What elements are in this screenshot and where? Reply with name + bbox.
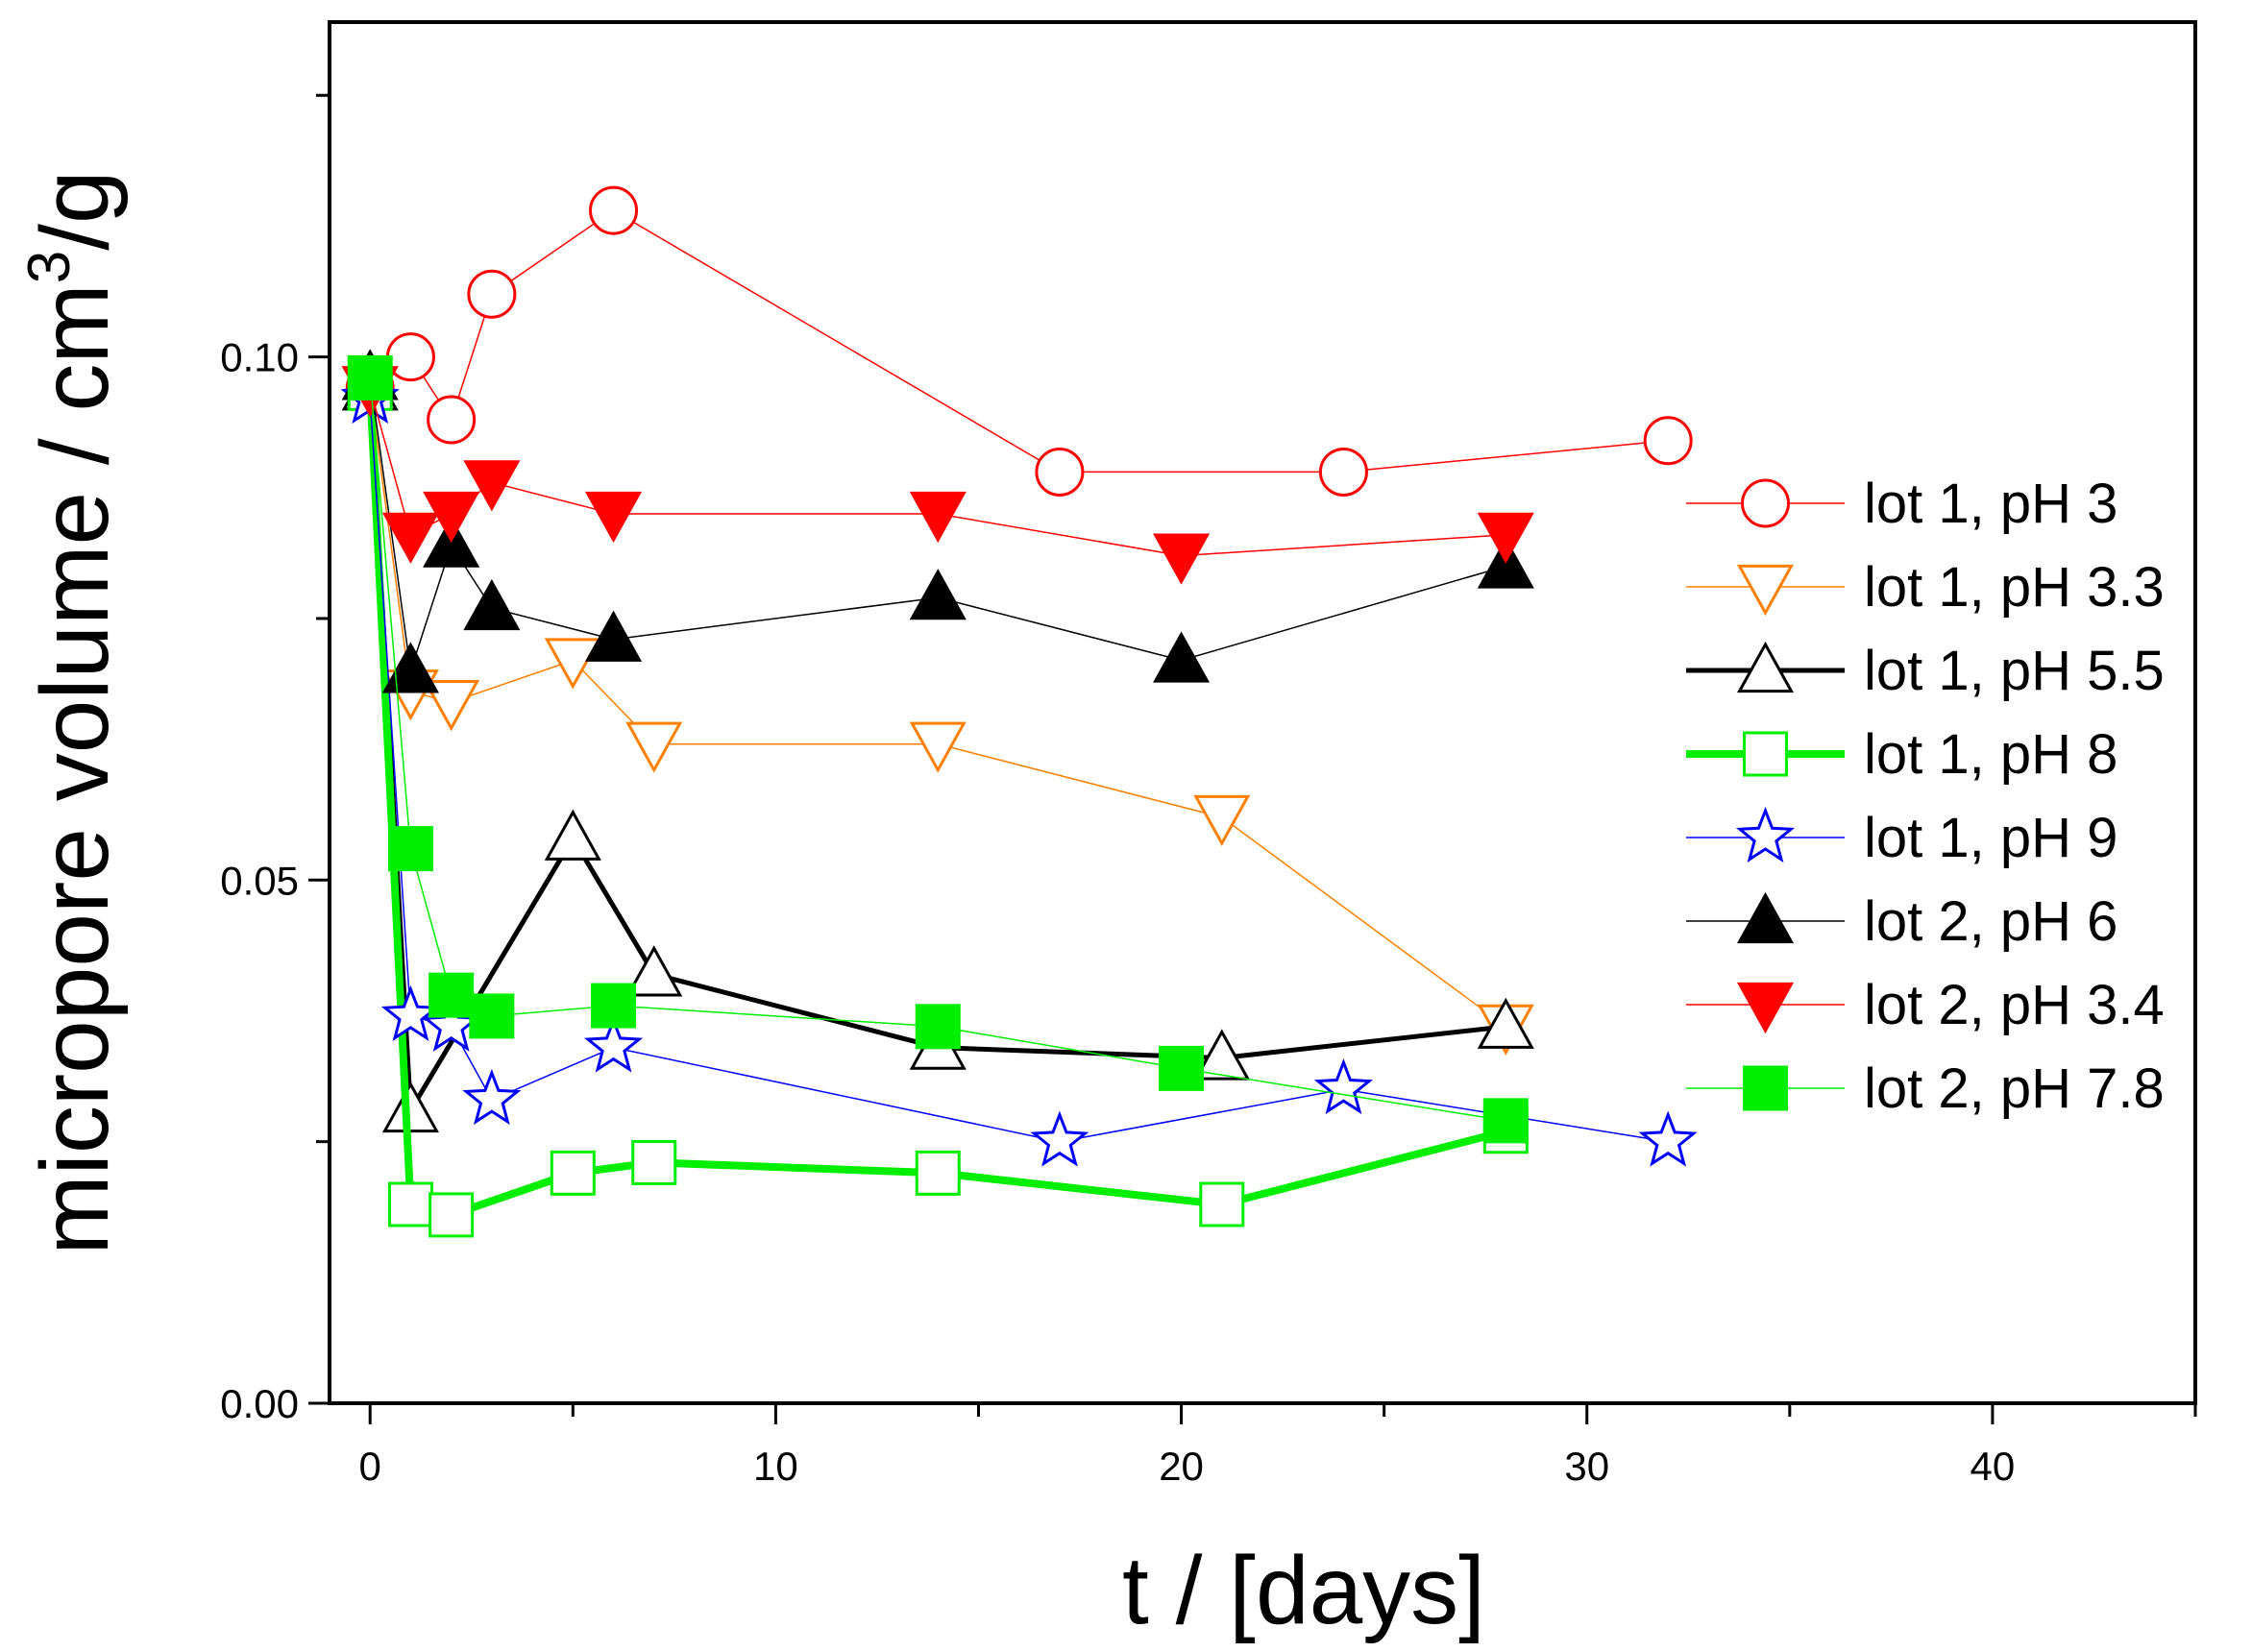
data-point-7-1 <box>387 826 433 872</box>
data-point-2-6 <box>1477 997 1534 1049</box>
data-point-7-5 <box>915 1004 961 1050</box>
legend-item-5: lot 2, pH 6 <box>1686 890 2117 953</box>
legend: lot 1, pH 3 lot 1, pH 3.3 lot 1, pH 5.5 lot… <box>1686 473 2165 1120</box>
legend-marker <box>1736 891 1795 944</box>
data-point-4-4 <box>583 1016 644 1073</box>
x-tick-label: 30 <box>1564 1444 1609 1489</box>
legend-marker <box>1736 641 1795 693</box>
data-point-7-2 <box>428 972 475 1018</box>
series-line-5 <box>369 377 1506 671</box>
data-point-1-3 <box>544 638 601 690</box>
plot-frame <box>328 20 2197 1405</box>
legend-marker <box>1736 982 1795 1034</box>
y-axis-title-suffix: /g <box>21 170 129 250</box>
y-axis-title-superscript: 3 <box>16 251 83 283</box>
data-point-4-6 <box>1313 1058 1374 1115</box>
legend-marker <box>1736 564 1795 617</box>
data-point-5-5 <box>909 569 967 620</box>
data-point-3-6 <box>1199 1181 1245 1227</box>
data-point-7-3 <box>469 993 515 1039</box>
data-point-4-3 <box>462 1068 522 1126</box>
legend-label: lot 2, pH 3.4 <box>1864 974 2165 1036</box>
data-point-0-7 <box>1643 416 1693 466</box>
data-point-4-7 <box>1638 1110 1698 1167</box>
legend-item-7: lot 2, pH 7.8 <box>1686 1057 2165 1120</box>
data-point-3-5 <box>915 1150 961 1196</box>
legend-label: lot 1, pH 3 <box>1864 473 2117 535</box>
legend-item-1: lot 1, pH 3.3 <box>1686 556 2165 619</box>
data-point-4-5 <box>1030 1110 1089 1167</box>
data-point-0-4 <box>589 185 639 235</box>
data-point-0-5 <box>1035 447 1085 497</box>
data-point-0-3 <box>467 269 517 319</box>
y-axis-title-main: micropore volume / cm <box>21 283 129 1254</box>
x-tick-label: 0 <box>359 1444 381 1489</box>
series-line-0 <box>369 209 1669 474</box>
x-tick-label: 40 <box>1970 1444 2016 1489</box>
legend-label: lot 1, pH 5.5 <box>1864 640 2165 702</box>
legend-item-4: lot 1, pH 9 <box>1686 806 2117 869</box>
data-point-2-5 <box>1193 1029 1251 1081</box>
series-line-7 <box>369 377 1506 1122</box>
data-point-7-0 <box>347 354 393 401</box>
data-point-0-6 <box>1318 447 1368 497</box>
data-point-6-5 <box>909 491 967 544</box>
data-point-6-7 <box>1477 512 1534 564</box>
y-tick-label: 0.10 <box>220 335 299 380</box>
data-point-7-6 <box>1159 1045 1205 1091</box>
legend-label: lot 1, pH 3.3 <box>1864 556 2165 619</box>
series-0 <box>345 185 1693 497</box>
data-point-2-3 <box>625 945 683 997</box>
series-layer <box>340 185 1698 1238</box>
data-point-1-6 <box>1193 794 1251 847</box>
x-axis-title: t / [days] <box>1122 1537 1485 1644</box>
ticks-layer: 0 10 20 30 40 0.00 0.05 0.10 <box>220 93 2197 1489</box>
y-axis-title: micropore volume / cm3/g <box>16 170 129 1254</box>
data-point-6-2 <box>423 491 480 544</box>
data-point-0-2 <box>427 395 477 445</box>
legend-marker <box>1743 1065 1788 1111</box>
series-7 <box>347 354 1529 1144</box>
legend-marker <box>1741 478 1790 528</box>
data-point-2-2 <box>544 809 601 861</box>
y-tick-label: 0.00 <box>220 1381 299 1426</box>
data-point-3-3 <box>550 1150 596 1196</box>
data-point-2-1 <box>381 1081 439 1133</box>
data-point-7-7 <box>1482 1098 1529 1144</box>
legend-item-6: lot 2, pH 3.4 <box>1686 974 2165 1036</box>
data-point-6-6 <box>1153 533 1211 585</box>
data-point-5-4 <box>584 610 643 662</box>
data-point-6-4 <box>584 491 643 544</box>
data-point-3-1 <box>387 1181 433 1227</box>
legend-item-3: lot 1, pH 8 <box>1686 723 2117 786</box>
legend-item-2: lot 1, pH 5.5 <box>1686 640 2165 702</box>
data-point-1-5 <box>909 721 967 773</box>
data-point-1-4 <box>625 721 683 773</box>
legend-label: lot 2, pH 6 <box>1864 890 2117 953</box>
legend-label: lot 1, pH 8 <box>1864 723 2117 786</box>
data-point-7-4 <box>591 983 637 1029</box>
x-tick-label: 10 <box>753 1444 798 1489</box>
data-point-6-1 <box>381 512 439 564</box>
series-4 <box>340 368 1698 1167</box>
data-point-3-2 <box>428 1192 475 1238</box>
data-point-3-4 <box>631 1139 677 1185</box>
data-point-4-1 <box>380 984 441 1041</box>
legend-marker <box>1743 731 1788 777</box>
data-point-5-3 <box>463 578 521 631</box>
legend-marker <box>1735 806 1796 863</box>
data-point-6-3 <box>463 460 521 512</box>
legend-item-0: lot 1, pH 3 <box>1686 473 2117 535</box>
data-point-5-6 <box>1153 631 1211 683</box>
y-tick-label: 0.05 <box>220 858 299 903</box>
x-tick-label: 20 <box>1159 1444 1204 1489</box>
legend-label: lot 2, pH 7.8 <box>1864 1057 2165 1120</box>
data-point-1-2 <box>423 680 480 732</box>
legend-label: lot 1, pH 9 <box>1864 807 2117 869</box>
data-point-5-1 <box>381 642 439 693</box>
